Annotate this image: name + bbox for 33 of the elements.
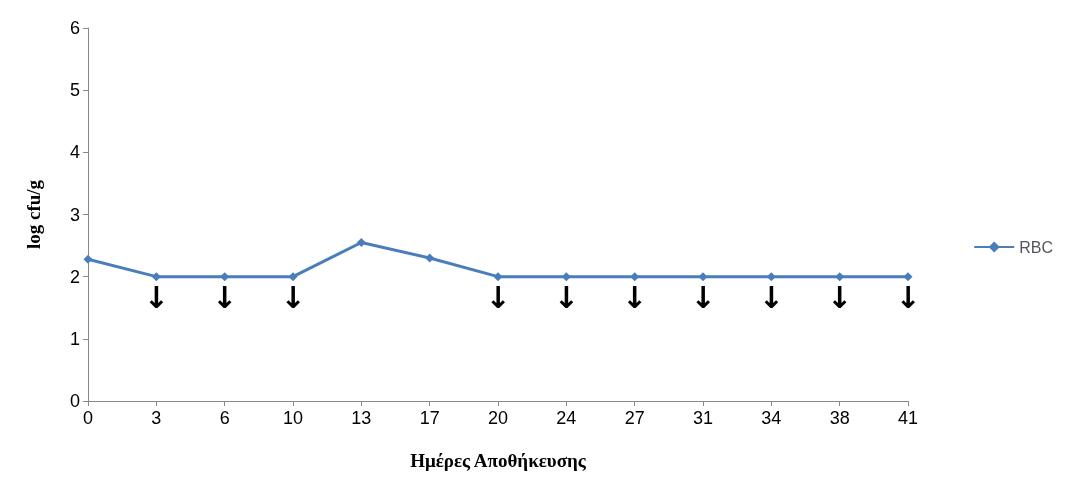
x-tick-label: 6 [219,408,230,428]
x-tick-label: 41 [897,408,919,428]
x-tick-label: 13 [351,408,372,428]
x-tick-label: 31 [692,408,714,428]
y-tick-label: 2 [69,266,80,287]
x-tick-label: 27 [624,408,645,428]
x-tick-label: 34 [761,408,782,428]
annotation: ↓ [622,280,648,316]
x-tick-label: 17 [419,408,440,428]
x-tick-label: 24 [556,408,577,428]
annotation: ↓ [280,280,306,316]
x-tick-label: 10 [282,408,304,428]
y-tick-label: 3 [69,204,80,225]
y-tick-label: 0 [69,391,80,411]
x-tick-label: 0 [82,408,94,428]
annotation: ↓ [758,280,784,316]
legend-label: RBC [1019,238,1053,256]
annotation: ↓ [212,280,238,316]
x-tick-label: 3 [151,408,162,428]
x-tick-label: 38 [829,408,850,428]
y-tick-label: 5 [69,80,80,101]
annotation: ↓ [827,280,853,316]
x-axis-title: Ημέρες Αποθήκευσης [410,450,587,471]
y-tick-label: 6 [69,18,80,38]
y-tick-label: 4 [69,142,80,163]
annotation: ↓ [485,280,511,316]
annotation: ↓ [553,280,579,316]
y-tick-label: 1 [69,328,80,349]
x-tick-label: 20 [487,408,509,428]
annotation: ↓ [895,280,921,316]
y-axis-title: log cfu/g [23,179,44,250]
annotation: ↓ [690,280,716,316]
annotation: ↓ [143,280,169,316]
